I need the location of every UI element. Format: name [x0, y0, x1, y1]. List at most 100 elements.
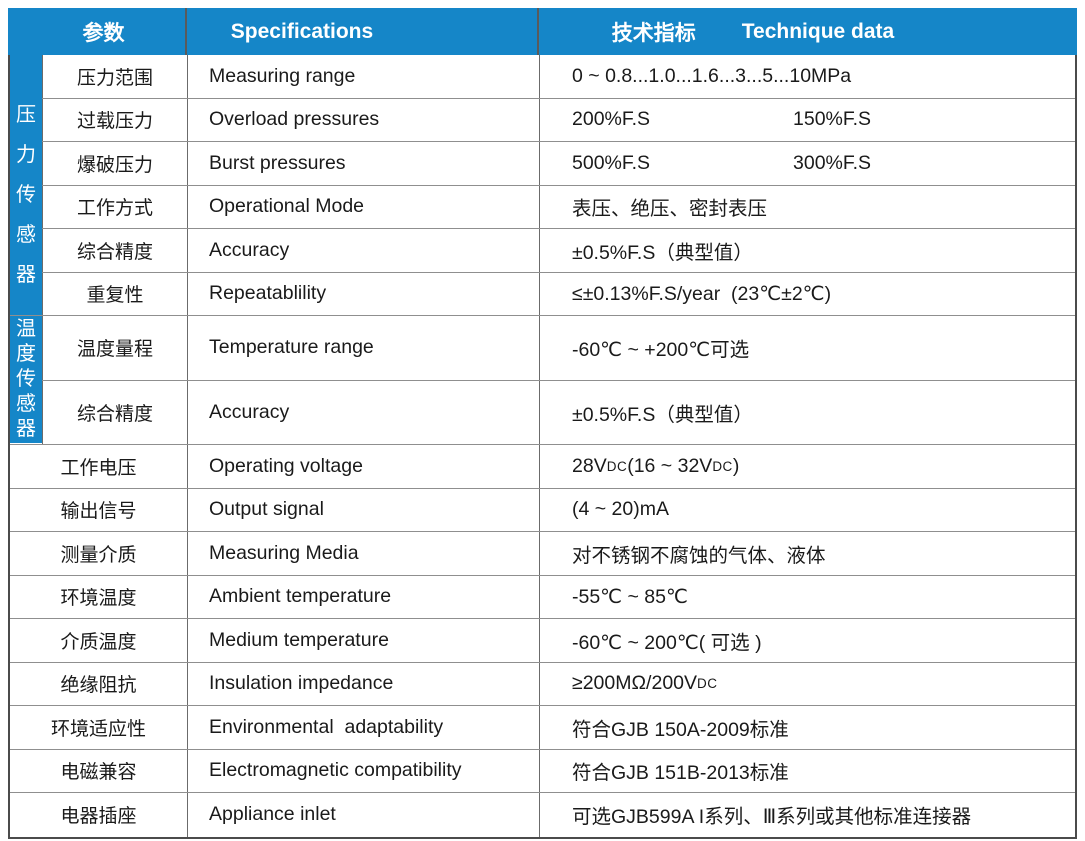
table-row: 电器插座 Appliance inlet 可选GJB599A I系列、Ⅲ系列或其他标… — [10, 793, 1075, 837]
value-text: ≤±0.13%F.S/year (23℃±2℃) — [572, 282, 832, 305]
section-label-char: 感 — [16, 393, 36, 415]
value-text: ±0.5%F.S（典型值） — [572, 241, 753, 264]
table-row: 电磁兼容 Electromagnetic compatibility 符合GJB 1… — [10, 749, 1075, 793]
section-label-char: 器 — [16, 418, 36, 440]
spec-label: Operational Mode — [209, 195, 365, 218]
value-cell: ±0.5%F.S（典型值） — [539, 380, 1075, 444]
param-label: 温度量程 — [76, 339, 153, 361]
param-cell: 环境温度 — [10, 576, 187, 619]
table-row: 环境温度 Ambient temperature -55℃ ~ 85℃ — [10, 575, 1075, 619]
param-label: 压力范围 — [76, 67, 153, 89]
spec-label: Operating voltage — [209, 454, 363, 477]
table-body: 压力传感器 温度传感器 压力范围 Measuring range 0 ~ 0.8..… — [8, 55, 1077, 839]
param-cell: 电磁兼容 — [10, 750, 187, 793]
param-cell: 温度量程 — [42, 316, 187, 380]
header-technique-zh-label: 技术指标 — [611, 21, 696, 45]
spec-table: 参数 Specifications 技术指标 Technique data 压力… — [8, 8, 1077, 839]
param-label: 综合精度 — [76, 241, 153, 263]
table-row: 综合精度 Accuracy ±0.5%F.S（典型值） — [10, 380, 1075, 445]
param-cell: 介质温度 — [10, 619, 187, 662]
spec-label: Environmental adaptability — [209, 715, 444, 738]
section-label-temperature-sensor: 温度传感器 — [10, 316, 42, 443]
value-secondary: 150%F.S — [793, 108, 872, 131]
value-text: -60℃ ~ +200℃可选 — [572, 339, 750, 362]
spec-cell: Appliance inlet — [187, 793, 539, 837]
spec-label: Burst pressures — [209, 151, 346, 174]
param-cell: 输出信号 — [10, 489, 187, 532]
value-text: ) — [732, 454, 740, 477]
param-label: 绝缘阻抗 — [60, 675, 137, 697]
value-primary: 200%F.S — [572, 108, 793, 131]
value-cell: -60℃ ~ +200℃可选 — [539, 316, 1075, 380]
table-row: 温度量程 Temperature range -60℃ ~ +200℃可选 — [10, 316, 1075, 381]
value-unit-subscript: DC — [712, 458, 733, 474]
value-unit-subscript: DC — [606, 458, 628, 474]
param-label: 电器插座 — [60, 806, 137, 828]
param-label: 测量介质 — [60, 544, 137, 566]
param-label: 环境适应性 — [50, 718, 146, 740]
value-text: 对不锈钢不腐蚀的气体、液体 — [572, 544, 826, 567]
param-label: 工作电压 — [60, 457, 137, 479]
value-cell: 28V DC (16 ~ 32V DC) — [539, 445, 1075, 488]
spec-cell: Operating voltage — [187, 445, 539, 488]
value-text: ≥200MΩ/200V — [572, 672, 698, 695]
param-label: 输出信号 — [60, 501, 137, 523]
spec-cell: Measuring range — [187, 55, 539, 98]
section-label-char: 力 — [16, 144, 36, 166]
section-label-char: 感 — [16, 224, 36, 246]
section-label-char: 传 — [16, 368, 36, 390]
table-row: 重复性 Repeatablility ≤±0.13%F.S/year (23℃±2℃… — [10, 272, 1075, 316]
value-text: -60℃ ~ 200℃( 可选 ) — [572, 631, 762, 654]
value-text: 符合GJB 151B-2013标准 — [572, 762, 789, 785]
header-cell-parameters: 参数 — [8, 8, 185, 55]
value-text: (16 ~ 32V — [627, 454, 713, 477]
table-row: 爆破压力 Burst pressures 500%F.S 300%F.S — [10, 142, 1075, 186]
value-primary: 500%F.S — [572, 152, 793, 175]
value-cell: 符合GJB 150A-2009标准 — [539, 706, 1075, 749]
spec-label: Repeatablility — [209, 282, 327, 305]
section-label-char: 度 — [16, 343, 36, 365]
param-label: 环境温度 — [60, 588, 137, 610]
section-label-char: 传 — [16, 184, 36, 206]
spec-label: Accuracy — [209, 400, 290, 423]
value-cell: ≥200MΩ/200V DC — [539, 662, 1075, 705]
value-cell: 0 ~ 0.8...1.0...1.6...3...5...10MPa — [539, 55, 1075, 98]
value-cell: ≤±0.13%F.S/year (23℃±2℃) — [539, 272, 1075, 315]
spec-label: Overload pressures — [209, 108, 380, 131]
param-cell: 测量介质 — [10, 532, 187, 575]
spec-label: Medium temperature — [209, 628, 389, 651]
param-cell: 工作方式 — [42, 185, 187, 228]
table-row: 过载压力 Overload pressures 200%F.S 150%F.S — [10, 98, 1075, 142]
value-cell: ±0.5%F.S（典型值） — [539, 229, 1075, 272]
spec-label: Measuring range — [209, 64, 356, 87]
spec-label: Measuring Media — [209, 541, 359, 564]
value-text: 200%F.S — [572, 108, 651, 131]
param-cell: 综合精度 — [42, 229, 187, 272]
param-cell: 爆破压力 — [42, 142, 187, 185]
spec-cell: Accuracy — [187, 229, 539, 272]
spec-label: Appliance inlet — [209, 803, 336, 826]
spec-cell: Measuring Media — [187, 532, 539, 575]
table-row: 综合精度 Accuracy ±0.5%F.S（典型值） — [10, 229, 1075, 273]
header-specifications-label: Specifications — [230, 19, 374, 43]
param-cell: 压力范围 — [42, 55, 187, 98]
value-text: 表压、绝压、密封表压 — [572, 198, 768, 221]
param-label: 过载压力 — [76, 111, 153, 133]
value-cell: 表压、绝压、密封表压 — [539, 185, 1075, 228]
spec-cell: Burst pressures — [187, 142, 539, 185]
value-cell: (4 ~ 20)mA — [539, 488, 1075, 531]
param-cell: 重复性 — [42, 272, 187, 315]
table-row: 工作方式 Operational Mode 表压、绝压、密封表压 — [10, 185, 1075, 229]
header-cell-technique-data: 技术指标 Technique data — [537, 8, 1077, 55]
header-technique-en-label: Technique data — [741, 19, 895, 43]
value-text: 符合GJB 150A-2009标准 — [572, 718, 789, 741]
spec-label: Electromagnetic compatibility — [209, 759, 462, 782]
spec-cell: Insulation impedance — [187, 662, 539, 705]
value-text: 0 ~ 0.8...1.0...1.6...3...5...10MPa — [572, 64, 852, 87]
param-label: 爆破压力 — [76, 154, 153, 176]
section-label-char: 压 — [16, 104, 36, 126]
value-secondary: 300%F.S — [793, 151, 872, 174]
spec-cell: Temperature range — [187, 316, 539, 380]
table-row: 介质温度 Medium temperature -60℃ ~ 200℃( 可选 ) — [10, 619, 1075, 663]
table-row: 测量介质 Measuring Media 对不锈钢不腐蚀的气体、液体 — [10, 532, 1075, 576]
